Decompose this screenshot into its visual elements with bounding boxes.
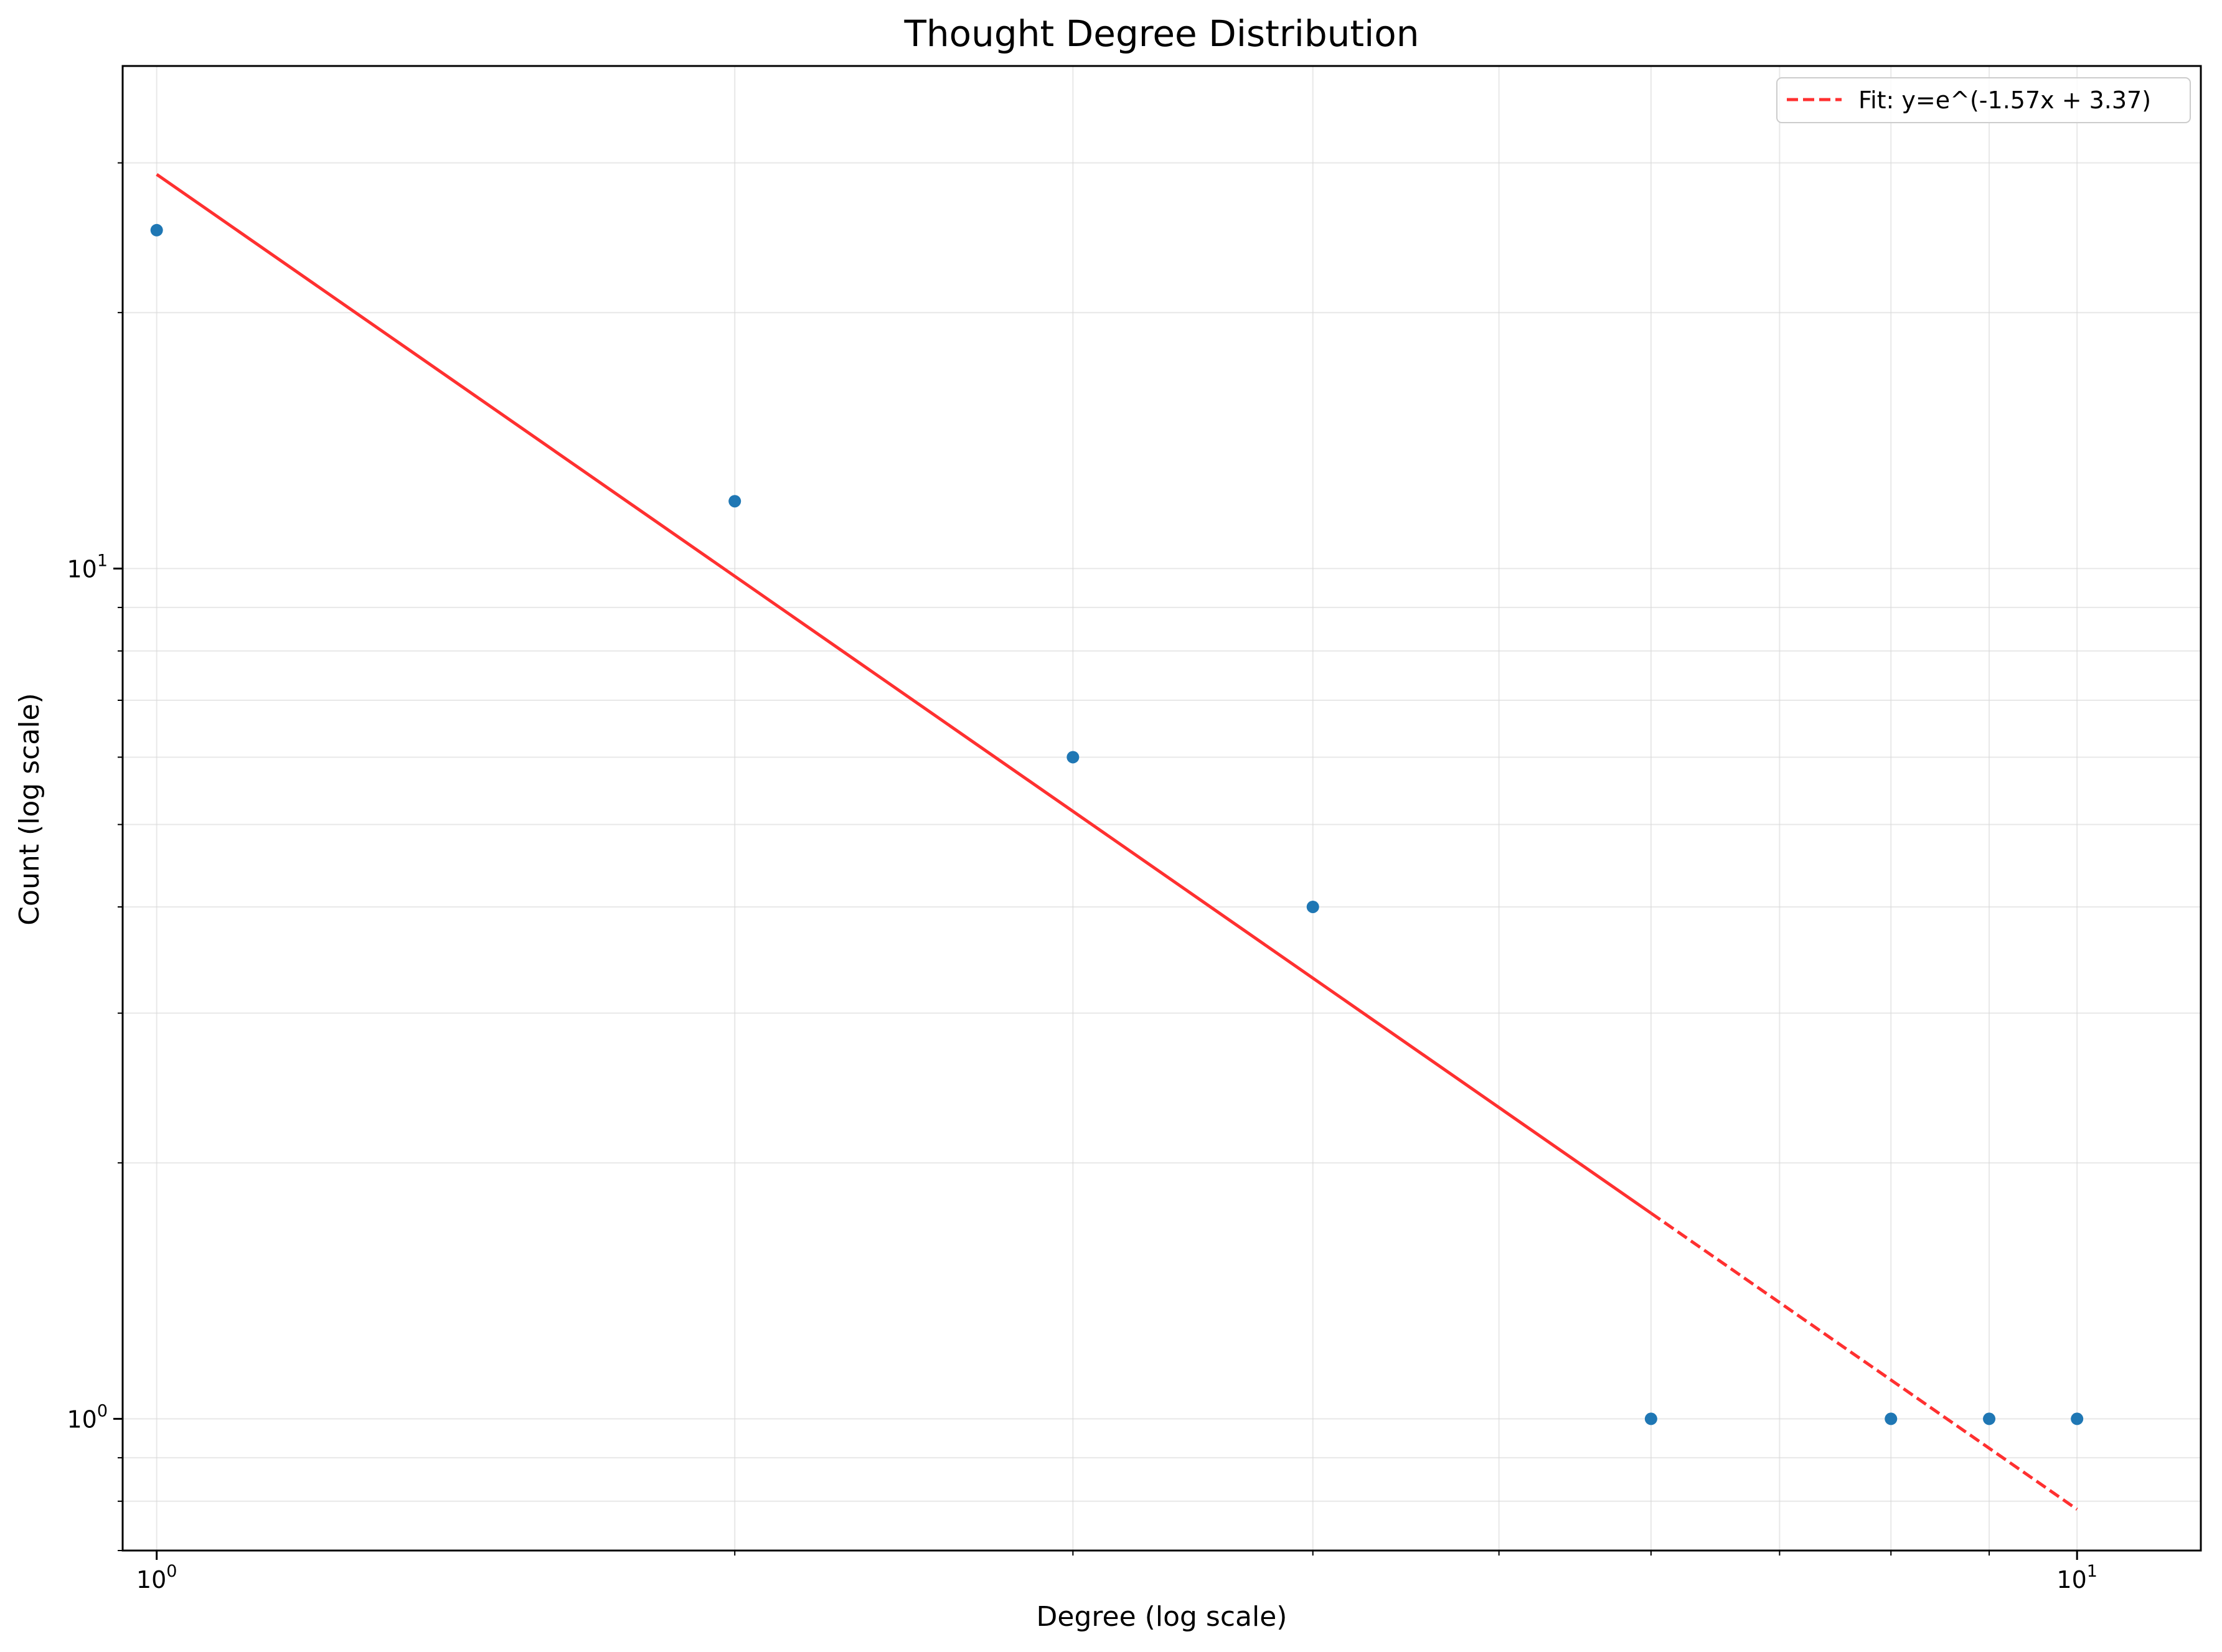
x-tick-label: 101	[2056, 1562, 2097, 1593]
chart-title: Thought Degree Distribution	[903, 12, 1419, 55]
data-point	[728, 495, 741, 508]
axes-frame	[121, 65, 2202, 1552]
data-point	[1644, 1412, 1657, 1425]
data-point	[2071, 1412, 2084, 1425]
y-axis-label: Count (log scale)	[14, 693, 45, 925]
data-point	[1066, 751, 1080, 764]
plot-area	[150, 173, 2084, 1511]
fit-line-dashed	[1650, 1211, 2078, 1511]
y-tick-label: 100	[67, 1401, 108, 1433]
fit-line-solid	[156, 173, 1652, 1215]
legend-box	[1776, 77, 2191, 123]
grid-lines	[123, 66, 2201, 1551]
data-point	[1306, 900, 1319, 913]
axis-ticks: 100 101 100 101	[67, 162, 2097, 1593]
x-tick-label: 100	[136, 1562, 177, 1593]
y-tick-label: 101	[67, 551, 108, 583]
data-point	[150, 223, 163, 237]
legend: Fit: y=e^(-1.57x + 3.37)	[1776, 77, 2191, 123]
legend-fit-label: Fit: y=e^(-1.57x + 3.37)	[1858, 87, 2151, 114]
x-axis-label: Degree (log scale)	[1037, 1601, 1288, 1633]
data-point	[1885, 1412, 1898, 1425]
data-point	[1983, 1412, 1996, 1425]
